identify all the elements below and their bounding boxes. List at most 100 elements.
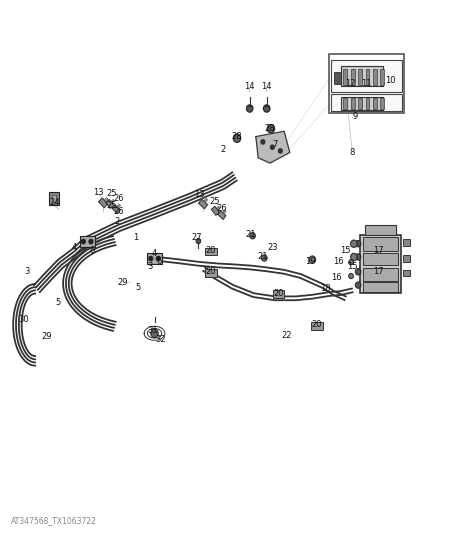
Polygon shape (99, 198, 108, 208)
Text: 11: 11 (361, 79, 372, 88)
Text: 29: 29 (118, 278, 128, 287)
Text: 28: 28 (264, 124, 275, 133)
Text: 15: 15 (347, 262, 358, 271)
Text: 6: 6 (90, 246, 95, 255)
Text: 23: 23 (267, 244, 278, 253)
Text: 7: 7 (272, 140, 277, 149)
Bar (358, 99, 362, 109)
Polygon shape (106, 199, 114, 208)
Circle shape (196, 238, 201, 244)
Bar (147, 254, 162, 264)
Bar (351, 99, 355, 109)
Text: 10: 10 (385, 76, 395, 85)
Bar (49, 192, 59, 205)
Text: 15: 15 (340, 246, 351, 255)
Polygon shape (111, 199, 114, 203)
Circle shape (261, 140, 265, 144)
Polygon shape (199, 199, 208, 209)
Text: 21: 21 (246, 230, 256, 239)
Text: 12: 12 (345, 79, 356, 88)
Bar (344, 69, 347, 85)
Text: 31: 31 (147, 326, 157, 335)
Text: 29: 29 (41, 332, 51, 341)
Bar (344, 99, 347, 109)
Text: 5: 5 (55, 298, 61, 307)
Text: 4: 4 (152, 249, 157, 258)
Bar (365, 69, 369, 85)
Circle shape (233, 134, 241, 142)
Text: 25: 25 (106, 201, 117, 210)
Text: 25: 25 (106, 189, 117, 198)
Text: 3: 3 (147, 262, 153, 271)
Text: 4: 4 (72, 244, 77, 253)
Circle shape (351, 253, 357, 261)
Bar (373, 69, 377, 85)
Circle shape (278, 149, 282, 153)
Text: 26: 26 (114, 207, 125, 216)
Bar (273, 290, 284, 298)
Text: 25: 25 (209, 197, 219, 206)
Circle shape (351, 240, 357, 247)
Text: 24: 24 (49, 198, 59, 207)
Text: 17: 17 (373, 246, 383, 255)
Bar (380, 69, 384, 85)
Circle shape (151, 329, 158, 337)
Polygon shape (112, 205, 120, 214)
Text: 16: 16 (331, 272, 341, 281)
Bar (205, 248, 217, 255)
Bar (363, 282, 398, 292)
Polygon shape (223, 210, 226, 214)
Circle shape (356, 282, 361, 288)
Circle shape (156, 256, 160, 261)
Text: 30: 30 (18, 315, 29, 324)
Bar (403, 270, 410, 276)
Circle shape (264, 105, 270, 112)
Text: 13: 13 (93, 188, 103, 197)
Circle shape (349, 260, 354, 265)
Bar (363, 253, 398, 265)
Circle shape (349, 273, 354, 279)
Circle shape (309, 256, 316, 263)
Polygon shape (204, 198, 208, 203)
Polygon shape (218, 211, 226, 220)
Bar (52, 196, 56, 202)
Bar (329, 54, 404, 113)
Polygon shape (256, 131, 290, 163)
Text: 26: 26 (114, 194, 125, 203)
Circle shape (262, 255, 267, 261)
Text: 2: 2 (220, 146, 226, 155)
Text: 32: 32 (155, 335, 166, 344)
Text: 28: 28 (232, 132, 242, 141)
Circle shape (356, 254, 361, 260)
Circle shape (250, 232, 255, 239)
Circle shape (356, 240, 361, 247)
Text: AT347568_TX1063722: AT347568_TX1063722 (11, 516, 97, 525)
Text: 26: 26 (217, 204, 227, 213)
Polygon shape (217, 206, 220, 210)
Circle shape (89, 239, 93, 244)
Text: 13: 13 (194, 190, 205, 199)
Bar (351, 69, 355, 85)
Text: 20: 20 (312, 320, 322, 329)
Circle shape (246, 105, 253, 112)
Text: 20: 20 (206, 268, 216, 276)
Bar (341, 97, 383, 110)
Text: 18: 18 (320, 284, 331, 293)
Bar (365, 225, 396, 235)
Bar (334, 72, 341, 84)
Circle shape (82, 239, 85, 244)
Circle shape (271, 145, 274, 149)
Bar (341, 66, 383, 86)
Text: 21: 21 (258, 253, 268, 262)
Bar (205, 269, 217, 277)
Text: 17: 17 (373, 268, 383, 276)
Circle shape (149, 256, 153, 261)
Bar (365, 99, 369, 109)
Text: 2: 2 (114, 217, 119, 226)
Text: 1: 1 (133, 233, 138, 242)
Text: 9: 9 (352, 112, 357, 122)
Text: 20: 20 (206, 246, 216, 255)
Text: 19: 19 (305, 257, 315, 265)
Bar (360, 235, 401, 293)
Text: 22: 22 (281, 331, 292, 340)
